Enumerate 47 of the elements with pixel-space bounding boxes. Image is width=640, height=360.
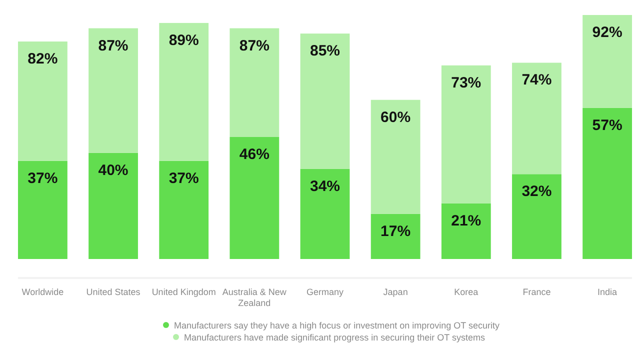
bar <box>512 62 562 174</box>
bar <box>88 28 138 153</box>
bar <box>512 174 562 259</box>
x-tick-label: United States <box>86 287 141 297</box>
data-label: 21% <box>451 212 482 230</box>
data-label: 46% <box>239 146 270 163</box>
bar <box>300 34 350 169</box>
bar <box>582 108 632 259</box>
x-tick-label: Germany <box>306 287 344 297</box>
x-tick-label: France <box>522 287 551 297</box>
data-label: 37% <box>28 170 58 187</box>
data-label: 37% <box>168 170 199 187</box>
bar <box>370 214 420 259</box>
data-label: 34% <box>310 178 340 195</box>
bar <box>582 15 632 108</box>
data-label: 17% <box>380 222 411 240</box>
bar <box>230 137 280 259</box>
x-tick-label: India <box>598 287 618 297</box>
total-label: 92% <box>592 24 622 41</box>
total-label: 89% <box>168 32 199 49</box>
bar <box>370 100 420 214</box>
bar <box>88 152 138 259</box>
total-label: 60% <box>380 108 411 126</box>
total-label: 85% <box>310 42 340 60</box>
bar <box>441 203 491 259</box>
x-tick-label: Korea <box>454 287 478 297</box>
total-label: 73% <box>451 74 482 92</box>
legend-label: Manufacturers say they have a high focus or investment on improving OT security <box>174 320 500 330</box>
bar <box>159 160 209 259</box>
legend-label: Manufacturers have made significant progress in securing their OT systems <box>184 332 486 342</box>
total-label: 74% <box>522 72 552 89</box>
total-label: 87% <box>239 37 270 54</box>
x-tick-label: Japan <box>383 287 408 297</box>
bar <box>18 160 68 259</box>
bar <box>159 22 209 161</box>
data-label: 32% <box>522 183 552 200</box>
x-tick-label: Worldwide <box>22 287 64 297</box>
total-label: 82% <box>28 50 58 68</box>
x-tick-label: Australia & New Zealand <box>222 287 287 308</box>
bar <box>230 28 280 137</box>
bar <box>18 42 68 161</box>
bar <box>441 65 491 204</box>
total-label: 87% <box>98 37 128 54</box>
bar <box>300 168 350 259</box>
data-label: 57% <box>592 116 622 134</box>
x-tick-label: United Kingdom <box>152 287 216 297</box>
data-label: 40% <box>98 162 128 179</box>
